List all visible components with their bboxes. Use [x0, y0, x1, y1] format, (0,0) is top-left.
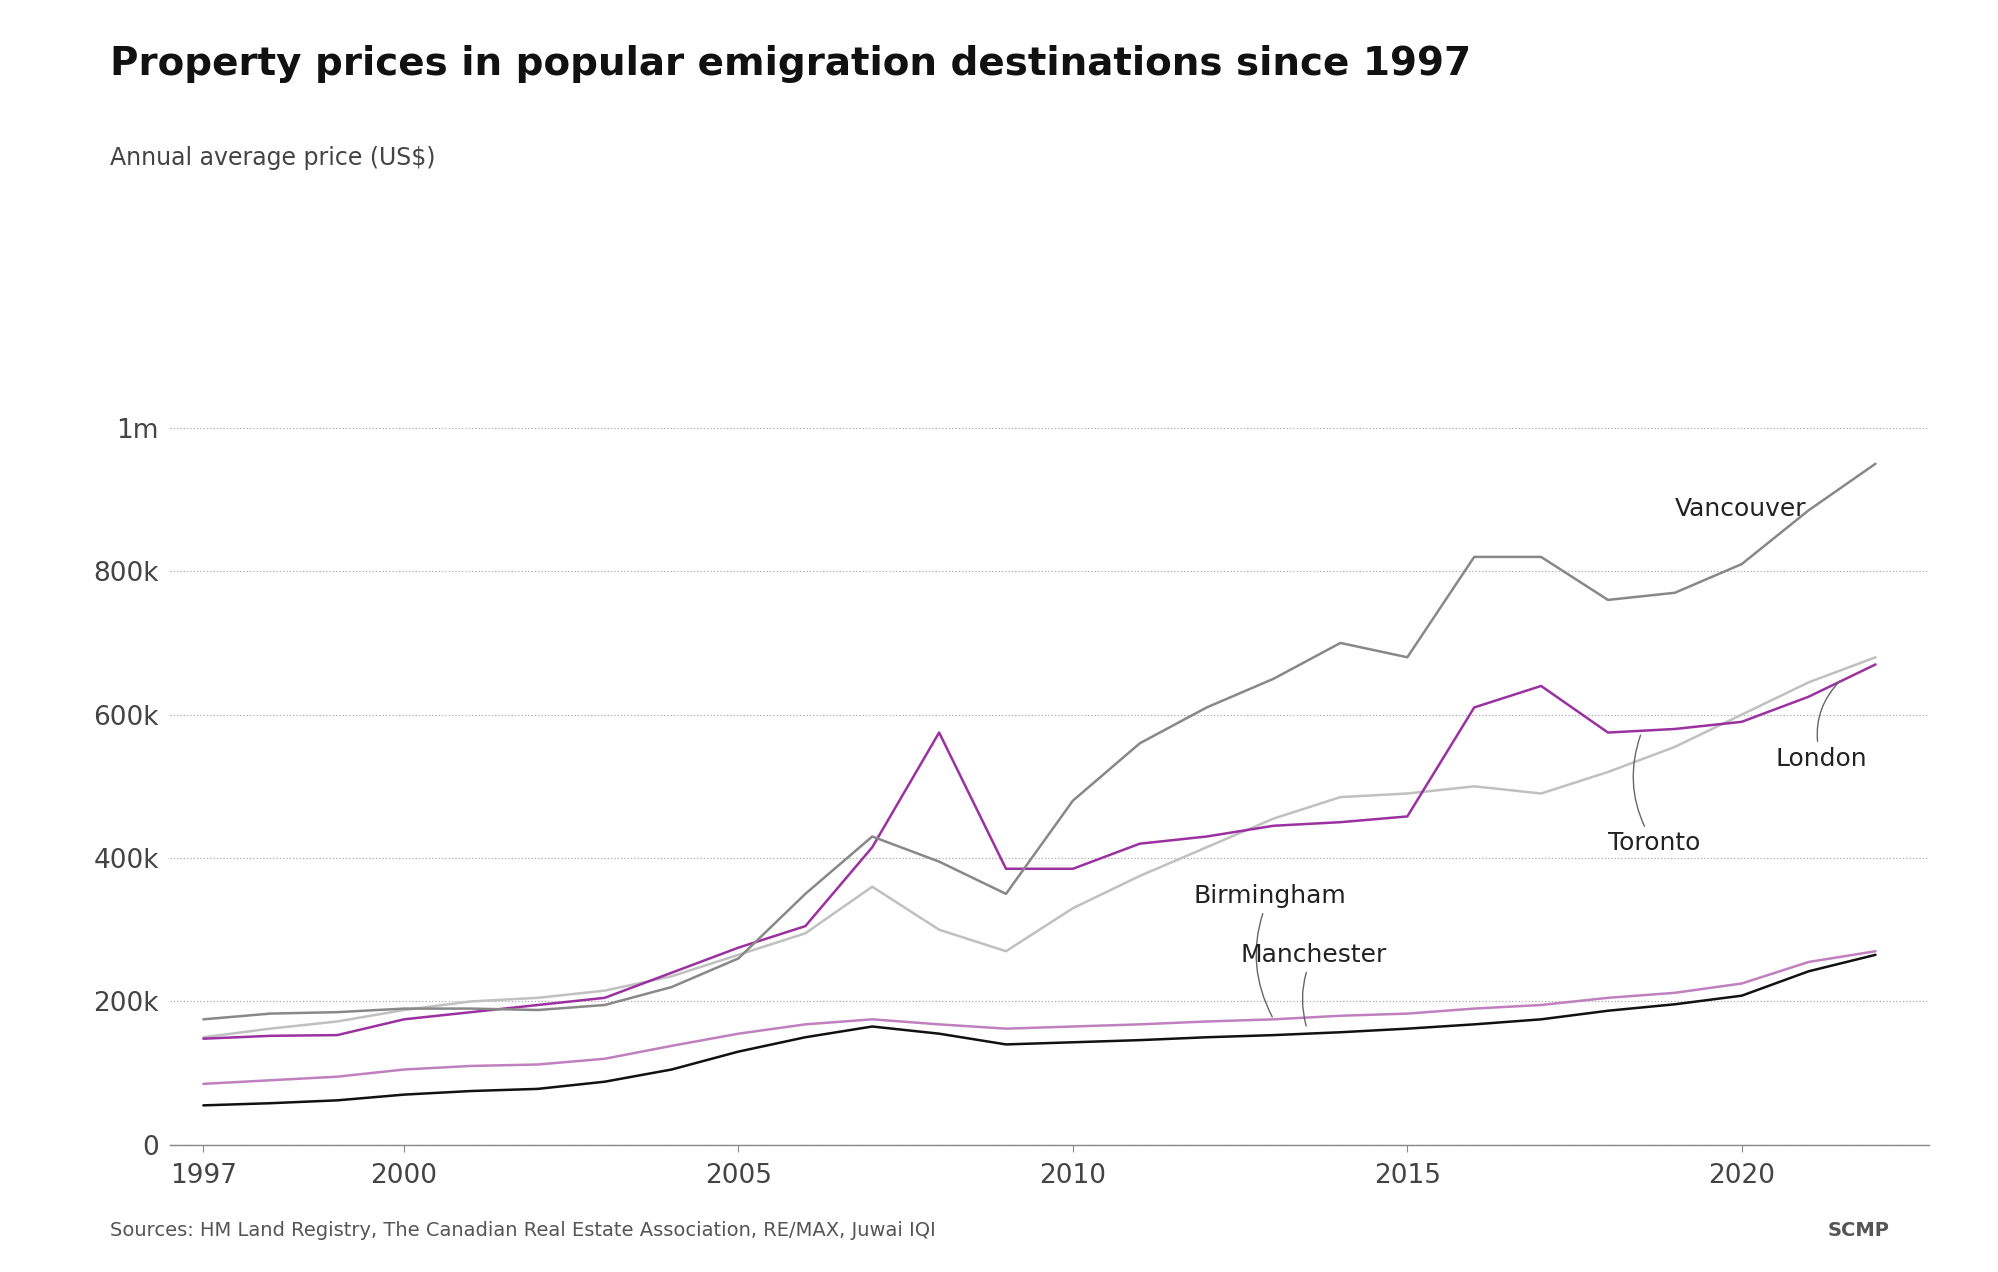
Text: Sources: HM Land Registry, The Canadian Real Estate Association, RE/MAX, Juwai I: Sources: HM Land Registry, The Canadian … — [110, 1221, 935, 1240]
Text: London: London — [1774, 681, 1866, 771]
Text: Annual average price (US$): Annual average price (US$) — [110, 146, 436, 170]
Text: SCMP: SCMP — [1826, 1221, 1888, 1240]
Text: Manchester: Manchester — [1239, 943, 1387, 1027]
Text: Toronto: Toronto — [1606, 735, 1700, 856]
Text: Birmingham: Birmingham — [1193, 884, 1345, 1016]
Text: Property prices in popular emigration destinations since 1997: Property prices in popular emigration de… — [110, 45, 1471, 83]
Text: Vancouver: Vancouver — [1674, 497, 1806, 522]
